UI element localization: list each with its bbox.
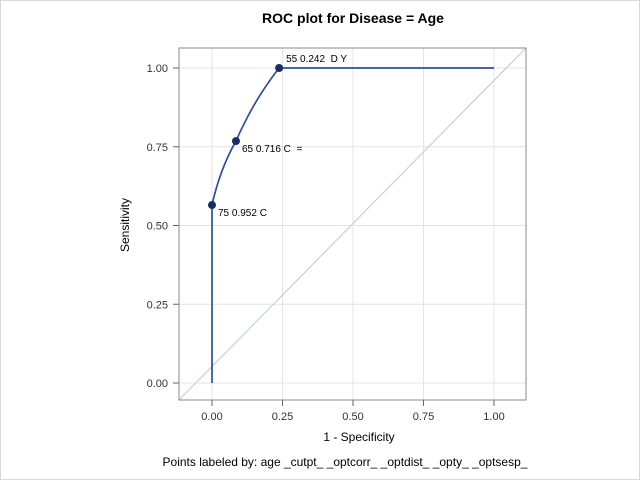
x-tick-label: 0.75 [413,411,434,423]
data-point-marker [231,137,240,146]
data-point-marker [275,64,284,72]
data-point-label: 65 0.716 C = [242,144,302,155]
x-axis-label: 1 - Specificity [323,430,395,444]
x-tick-label: 0.50 [342,411,363,423]
x-tick-label: 0.25 [272,411,293,423]
y-axis-label: Sensitivity [118,197,132,253]
chart-title: ROC plot for Disease = Age [262,10,444,26]
y-tick-label: 0.25 [147,299,168,311]
y-tick-label: 1.00 [147,63,168,75]
y-tick-label: 0.00 [147,378,168,390]
x-tick-label: 1.00 [483,411,504,423]
data-point-marker [208,201,216,210]
x-tick-label: 0.00 [201,411,222,423]
diagonal-reference-line [178,47,527,401]
footnote: Points labeled by: age _cutpt_ _optcorr_… [162,455,528,469]
data-point-label: 75 0.952 C [218,208,267,219]
y-tick-label: 0.75 [147,142,168,154]
y-tick-label: 0.50 [147,221,168,233]
data-point-label: 55 0.242 D Y [286,54,347,65]
